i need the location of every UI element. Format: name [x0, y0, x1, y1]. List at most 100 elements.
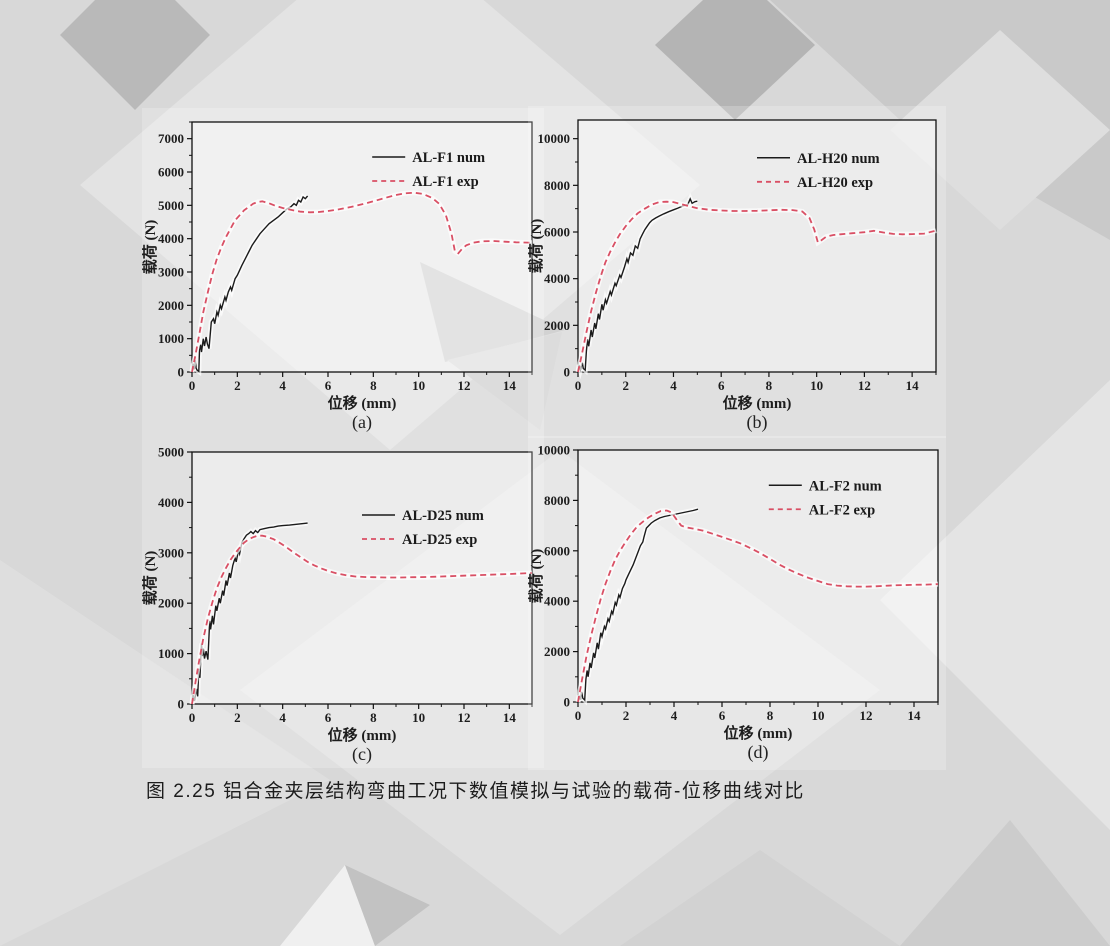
series-al-f1-exp — [191, 191, 533, 373]
y-axis-label: 载荷 (N) — [142, 551, 159, 606]
x-tick-label: 12 — [860, 708, 873, 723]
x-tick-label: 6 — [325, 378, 332, 393]
y-tick-label: 0 — [178, 697, 185, 712]
x-axis-label: 位移 (mm) — [724, 724, 793, 742]
chart-canvas-c: 0 2 4 6 8 10 12 14 0 1000 2000 3000 4000 5000 位移 (mm) 载… — [141, 438, 544, 768]
y-tick-label: 4000 — [158, 231, 184, 246]
y-tick-label: 4000 — [544, 271, 570, 286]
x-tick-label: 6 — [325, 710, 332, 725]
legend-label-al-d25-exp: AL-D25 exp — [402, 532, 477, 548]
y-axis-label: 载荷 (N) — [528, 549, 545, 604]
y-axis-label: 载荷 (N) — [528, 219, 545, 274]
x-tick-label: 14 — [908, 708, 922, 723]
x-axis-label: 位移 (mm) — [328, 394, 397, 412]
y-tick-label: 2000 — [544, 318, 570, 333]
y-axis-label: 载荷 (N) — [142, 220, 159, 275]
chart-backdrop — [528, 106, 946, 438]
y-tick-label: 3000 — [158, 545, 184, 560]
x-tick-label: 4 — [279, 378, 286, 393]
legend-label-al-f1-exp: AL-F1 exp — [412, 174, 478, 190]
y-tick-label: 1000 — [158, 331, 184, 346]
legend-label-al-d25-num: AL-D25 num — [402, 508, 484, 524]
y-tick-label: 0 — [178, 365, 185, 380]
legend-label-al-f1-num: AL-F1 num — [412, 150, 485, 166]
y-tick-label: 0 — [564, 365, 571, 380]
y-tick-label: 6000 — [544, 543, 570, 558]
x-tick-label: 12 — [458, 378, 471, 393]
x-tick-label: 8 — [370, 710, 377, 725]
panel-label: (c) — [352, 744, 372, 765]
x-tick-label: 0 — [575, 378, 582, 393]
chart-panel-b: 0 2 4 6 8 10 12 14 0 2000 4000 6000 8000 10000 位移 (mm)… — [527, 106, 946, 438]
x-tick-label: 0 — [189, 710, 196, 725]
y-tick-label: 2000 — [544, 644, 570, 659]
legend-label-al-h20-num: AL-H20 num — [797, 151, 880, 167]
y-tick-label: 10000 — [538, 131, 571, 146]
panel-label: (a) — [352, 412, 372, 433]
chart-panel-c: 0 2 4 6 8 10 12 14 0 1000 2000 3000 4000 5000 位移 (mm) 载… — [141, 438, 544, 768]
x-axis-label: 位移 (mm) — [723, 394, 792, 412]
chart-canvas-a: 0 2 4 6 8 10 12 14 0 1000 2000 3000 4000 5000 6000 7000… — [141, 108, 544, 438]
plot-frame — [191, 451, 533, 705]
x-tick-label: 8 — [766, 378, 773, 393]
x-tick-label: 2 — [622, 378, 629, 393]
y-tick-label: 10000 — [538, 443, 571, 458]
x-tick-label: 6 — [718, 378, 725, 393]
x-tick-label: 4 — [670, 378, 677, 393]
x-tick-label: 8 — [370, 378, 377, 393]
x-tick-label: 4 — [671, 708, 678, 723]
x-tick-label: 14 — [503, 710, 517, 725]
chart-canvas-d: 0 2 4 6 8 10 12 14 0 2000 4000 6000 8000 10000 位移 (mm)… — [527, 436, 946, 770]
chart-panel-a: 0 2 4 6 8 10 12 14 0 1000 2000 3000 4000 5000 6000 7000… — [141, 108, 544, 438]
x-tick-label: 10 — [810, 378, 823, 393]
x-tick-label: 0 — [189, 378, 196, 393]
plot-frame — [191, 121, 533, 373]
y-tick-label: 6000 — [158, 165, 184, 180]
panel-label: (b) — [747, 412, 768, 433]
x-tick-label: 2 — [234, 710, 241, 725]
x-tick-label: 12 — [458, 710, 471, 725]
y-tick-label: 5000 — [158, 445, 184, 460]
x-tick-label: 10 — [812, 708, 825, 723]
figure-caption: 图 2.25 铝合金夹层结构弯曲工况下数值模拟与试验的载荷-位移曲线对比 — [146, 781, 805, 802]
x-tick-label: 0 — [575, 708, 582, 723]
x-tick-label: 2 — [623, 708, 630, 723]
plot-frame — [577, 449, 939, 703]
y-tick-label: 8000 — [544, 178, 570, 193]
y-tick-label: 4000 — [544, 594, 570, 609]
x-axis-label: 位移 (mm) — [328, 726, 397, 744]
plot-frame — [577, 119, 937, 373]
chart-backdrop — [142, 438, 544, 768]
chart-panel-d: 0 2 4 6 8 10 12 14 0 2000 4000 6000 8000 10000 位移 (mm)… — [527, 436, 946, 770]
x-tick-label: 12 — [858, 378, 871, 393]
y-tick-label: 5000 — [158, 198, 184, 213]
legend-label-al-f2-exp: AL-F2 exp — [809, 502, 875, 518]
series-al-h20-exp — [577, 200, 937, 373]
y-tick-label: 8000 — [544, 493, 570, 508]
y-tick-label: 0 — [564, 695, 571, 710]
x-tick-label: 14 — [503, 378, 517, 393]
x-tick-label: 6 — [719, 708, 726, 723]
panel-label: (d) — [748, 742, 769, 763]
x-tick-label: 8 — [767, 708, 774, 723]
legend-label-al-h20-exp: AL-H20 exp — [797, 175, 873, 191]
x-tick-label: 2 — [234, 378, 241, 393]
x-tick-label: 10 — [412, 378, 425, 393]
legend-label-al-f2-num: AL-F2 num — [809, 478, 882, 494]
series-al-f2-num — [577, 508, 699, 703]
chart-backdrop — [142, 108, 544, 438]
x-tick-label: 10 — [412, 710, 425, 725]
y-tick-label: 2000 — [158, 298, 184, 313]
y-tick-label: 2000 — [158, 596, 184, 611]
x-tick-label: 4 — [279, 710, 286, 725]
series-al-f2-exp — [577, 509, 939, 703]
plot-area — [578, 450, 938, 702]
y-tick-label: 6000 — [544, 225, 570, 240]
x-tick-label: 14 — [906, 378, 920, 393]
y-tick-label: 7000 — [158, 131, 184, 146]
series-al-d25-exp — [191, 534, 533, 705]
y-tick-label: 3000 — [158, 265, 184, 280]
chart-canvas-b: 0 2 4 6 8 10 12 14 0 2000 4000 6000 8000 10000 位移 (mm)… — [527, 106, 946, 438]
y-tick-label: 4000 — [158, 495, 184, 510]
